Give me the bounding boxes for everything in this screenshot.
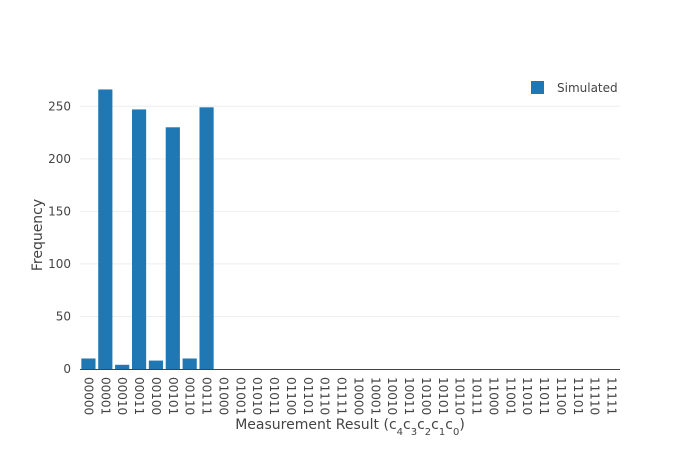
bars [81,89,214,370]
x-tick-label: 01011 [267,377,281,415]
x-tick-label: 11001 [503,377,517,415]
x-tick-label: 11110 [588,377,602,415]
x-tick-label: 00100 [149,377,163,415]
legend-label-simulated: Simulated [557,81,618,95]
y-axis-title: Frequency [30,199,46,271]
x-tick-label: 10110 [453,377,467,415]
x-tick-label: 01101 [301,377,315,415]
x-tick-labels: 00000 00001 00010 00011 00100 00101 00110 00111… [81,377,618,415]
x-tick-label: 11010 [520,377,534,415]
x-tick-label: 11011 [537,377,551,415]
x-tick-label: 10010 [385,377,399,415]
legend-swatch [531,81,544,94]
x-tick-label: 11000 [486,377,500,415]
x-tick-label: 00101 [166,377,180,415]
x-tick-label: 00011 [132,377,146,415]
gridlines [80,105,620,317]
y-tick-labels: 0 50 100 150 200 250 [48,99,71,376]
bar[interactable] [199,107,214,369]
x-tick-label: 11100 [554,377,568,415]
x-axis-title: Measurement Result (c4c3c2c1c0) [235,417,465,438]
legend[interactable]: Simulated [531,81,618,95]
x-tick-label: 10111 [470,377,484,415]
bar[interactable] [131,109,147,370]
y-tick-label: 150 [48,204,71,218]
x-tick-label: 10011 [402,377,416,415]
bar[interactable] [98,89,113,369]
y-tick-label: 50 [56,309,71,323]
y-tick-label: 100 [48,257,71,271]
x-tick-label: 01001 [233,377,247,415]
x-tick-label: 11111 [605,377,619,415]
x-tick-label: 00111 [200,377,214,415]
x-tick-label: 01100 [284,377,298,415]
bar[interactable] [182,358,197,369]
x-tick-label: 10001 [368,377,382,415]
x-tick-label: 01000 [216,377,230,415]
y-tick-label: 200 [48,152,71,166]
x-tick-label: 01111 [335,377,349,415]
x-tick-label: 10101 [436,377,450,415]
x-tick-label: 00010 [115,377,129,415]
x-tick-label: 01110 [318,377,332,415]
y-tick-label: 250 [48,99,71,113]
x-tick-label: 11101 [571,377,585,415]
x-tick-label: 01010 [250,377,264,415]
bar[interactable] [115,364,130,369]
y-tick-label: 0 [63,362,71,376]
x-tick-label: 00001 [98,377,112,415]
bar[interactable] [148,360,164,369]
bar[interactable] [165,127,180,369]
x-tick-label: 10100 [419,377,433,415]
x-tick-label: 00000 [81,377,95,415]
x-tick-label: 00110 [183,377,197,415]
bar[interactable] [81,358,96,369]
x-tick-label: 10000 [351,377,365,415]
